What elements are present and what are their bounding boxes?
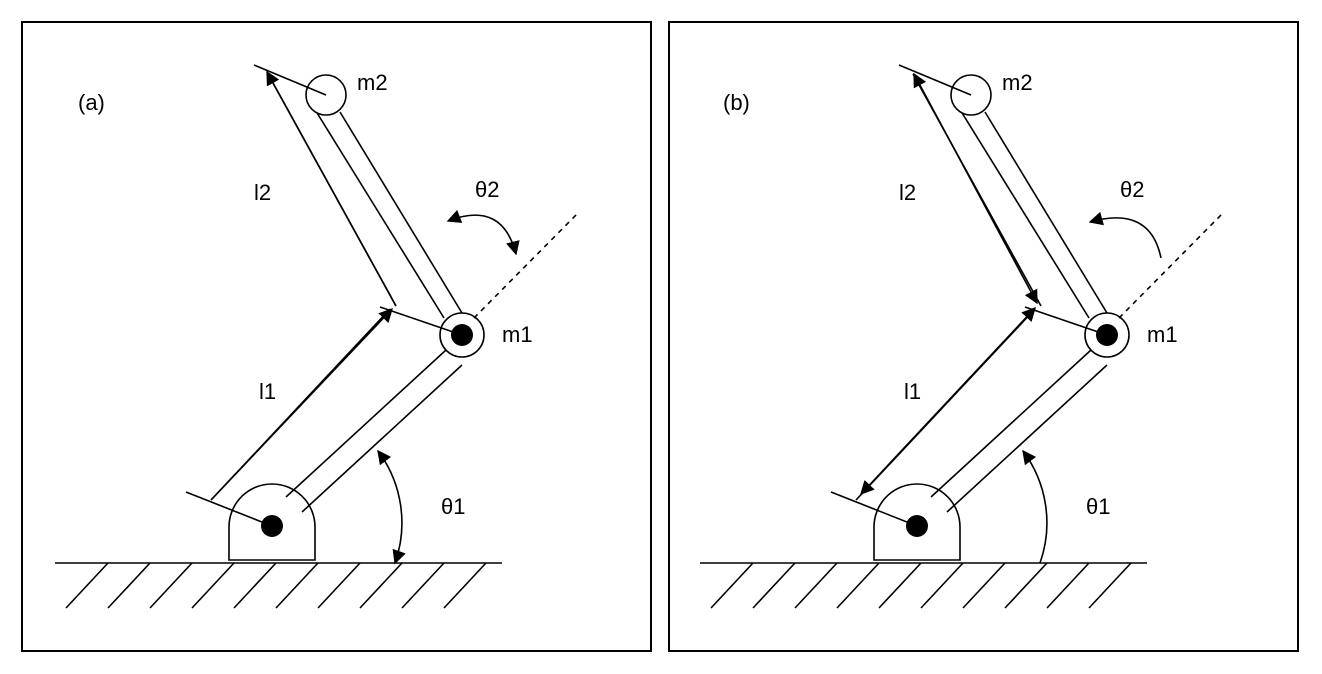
l1-label: l1 [259, 379, 276, 404]
panel-b-frame [669, 22, 1298, 651]
theta1-arc-arrow [378, 451, 402, 563]
panel-b: (b) m2 m1 l2 l1 θ2 θ1 [669, 22, 1298, 651]
panel-a: (a) m2 m1 l2 l1 θ2 θ1 [22, 22, 651, 651]
theta2-label: θ2 [1120, 177, 1144, 202]
arm-drawing-b [700, 65, 1223, 608]
m2-label: m2 [1002, 70, 1033, 95]
m1-label: m1 [502, 322, 533, 347]
theta2-arc-arrow [1090, 218, 1161, 258]
theta2-label: θ2 [475, 177, 499, 202]
panel-a-frame [22, 22, 651, 651]
theta1-label: θ1 [441, 494, 465, 519]
l1-arrow [861, 308, 1035, 494]
panel-label: (a) [78, 90, 105, 115]
l1-label: l1 [904, 379, 921, 404]
panel-label: (b) [723, 90, 750, 115]
arm-drawing-a [55, 65, 578, 608]
m1-label: m1 [1147, 322, 1178, 347]
m2-label: m2 [357, 70, 388, 95]
theta2-arc-arrow [448, 215, 516, 254]
l2-label: l2 [254, 180, 271, 205]
l2-label: l2 [899, 180, 916, 205]
l1-arrow [211, 309, 392, 500]
theta1-arc-arrow [1023, 451, 1047, 563]
theta1-label: θ1 [1086, 494, 1110, 519]
